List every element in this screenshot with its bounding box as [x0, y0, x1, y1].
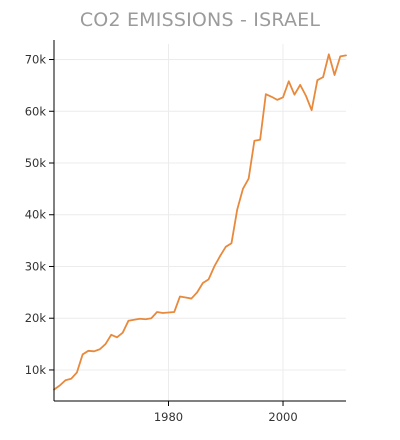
y-tick-label: 40k	[25, 208, 47, 222]
y-tick-label: 70k	[25, 53, 47, 67]
chart-title: CO2 EMISSIONS - ISRAEL	[80, 9, 321, 31]
x-tick-label: 1980	[154, 410, 183, 424]
y-tick-label: 60k	[25, 104, 47, 118]
grid-lines	[54, 44, 346, 401]
y-tick-label: 50k	[25, 156, 47, 170]
series-layer	[53, 53, 347, 391]
y-tick-label: 20k	[25, 311, 47, 325]
x-tick-label: 2000	[268, 410, 297, 424]
axes: 10k 20k 30k 40k 50k 60k 70k 1980 2000	[25, 40, 346, 424]
y-tick-label: 10k	[25, 363, 47, 377]
series-line	[53, 53, 347, 391]
y-tick-label: 30k	[25, 259, 47, 273]
